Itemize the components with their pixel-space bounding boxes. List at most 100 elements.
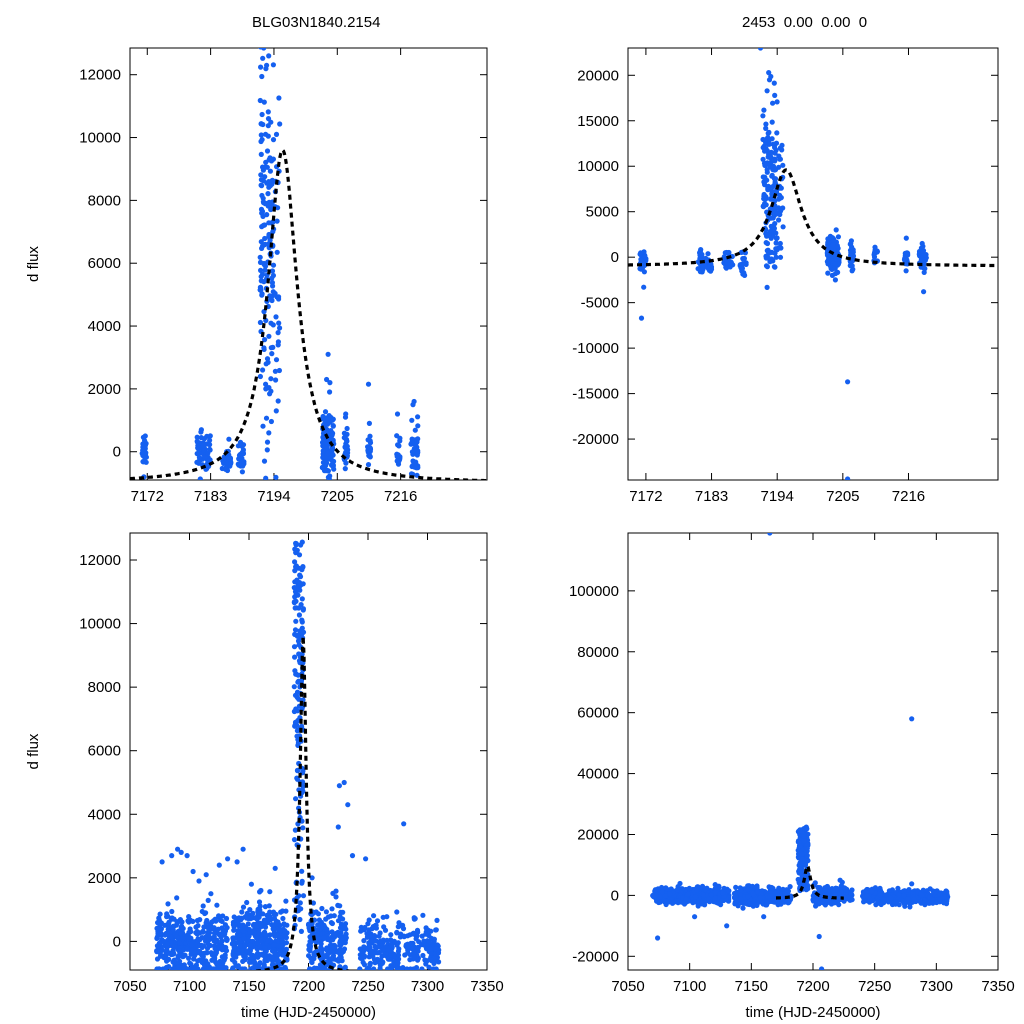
data-point (266, 220, 272, 226)
data-point (224, 925, 230, 931)
data-point (683, 896, 689, 902)
data-point (922, 257, 929, 263)
data-point (207, 442, 213, 448)
data-point (331, 466, 337, 472)
data-point (764, 231, 770, 237)
data-point (261, 261, 267, 268)
y-tick-label: 0 (611, 887, 619, 904)
data-point (200, 954, 206, 960)
data-point (273, 314, 279, 320)
data-point (165, 901, 171, 907)
data-point (235, 928, 241, 934)
data-point (641, 284, 647, 290)
data-point (830, 242, 836, 248)
data-point (861, 898, 867, 904)
plot-bottom-right: 7050 7100 7150 7200 7250 7300 7350 -20000 0 20000… (569, 532, 1015, 1021)
data-point (764, 240, 771, 247)
data-point (757, 894, 764, 901)
data-point (638, 257, 645, 263)
data-point (265, 109, 271, 115)
data-point (825, 270, 831, 276)
data-point (805, 858, 811, 864)
data-point (260, 423, 266, 429)
data-point (232, 954, 238, 960)
data-point (207, 942, 213, 949)
data-point (397, 438, 403, 444)
data-point (281, 922, 287, 928)
data-point (259, 73, 265, 80)
data-point (212, 937, 218, 944)
data-point (432, 954, 438, 961)
data-point (297, 916, 303, 923)
chart-title-right: 2453 0.00 0.00 0 (742, 14, 868, 31)
data-point (223, 915, 230, 922)
y-tick-label: -20000 (572, 948, 619, 965)
data-point (919, 892, 925, 899)
data-point (361, 938, 367, 944)
data-point (766, 77, 773, 83)
data-point (768, 215, 774, 221)
data-point (319, 905, 325, 912)
data-point (266, 333, 272, 339)
data-point (258, 151, 264, 157)
data-point (342, 924, 348, 931)
data-point (745, 886, 751, 893)
data-point (653, 893, 660, 899)
y-tick-label: 0 (113, 933, 121, 950)
data-point (294, 728, 300, 734)
data-point (848, 890, 854, 896)
data-point (404, 966, 410, 970)
data-point (671, 899, 677, 905)
data-point (363, 856, 369, 862)
data-point (320, 434, 326, 441)
data-point (219, 946, 225, 952)
data-point (712, 895, 718, 901)
data-point (263, 159, 269, 165)
data-point (187, 960, 193, 966)
data-point (765, 135, 771, 141)
data-point (262, 945, 268, 951)
data-point (691, 899, 698, 905)
y-tick-label: 6000 (88, 743, 121, 760)
data-point (328, 417, 334, 424)
y-tick-label: 12000 (79, 67, 121, 84)
data-point (223, 948, 230, 954)
plot-bottom-left: 7050 7100 7150 7200 7250 7300 7350 0 2000 4000 600… (25, 532, 504, 1021)
data-point (328, 956, 334, 962)
data-point (850, 257, 856, 264)
data-point (328, 462, 335, 468)
x-tick-label: 7183 (695, 488, 728, 505)
data-point (294, 689, 301, 695)
data-point (263, 317, 269, 324)
data-point (760, 136, 766, 143)
data-point (768, 159, 774, 165)
data-point (765, 247, 771, 253)
data-point (258, 172, 264, 178)
data-point (270, 229, 276, 235)
data-point (662, 893, 669, 899)
data-point (258, 132, 264, 138)
data-point (262, 904, 268, 910)
data-point (763, 125, 769, 131)
data-point (292, 568, 298, 574)
plot-top-left: 7172 7183 7194 7205 7216 0 2000 4000 6000 8000 100… (25, 47, 488, 505)
data-point (802, 862, 808, 868)
data-point (800, 881, 806, 887)
data-point (799, 851, 805, 858)
y-tick-label: 8000 (88, 192, 121, 209)
data-point (197, 917, 203, 923)
data-point (832, 265, 838, 271)
data-point (657, 899, 663, 905)
data-point (216, 962, 222, 968)
y-tick-label: 4000 (88, 806, 121, 823)
y-tick-label: -5000 (581, 295, 619, 312)
data-point (259, 192, 265, 199)
data-point (407, 932, 413, 938)
data-point (240, 904, 247, 910)
data-point (275, 342, 281, 348)
data-point (257, 97, 263, 104)
data-points (154, 539, 442, 970)
data-point (328, 436, 334, 442)
data-point (329, 920, 335, 927)
data-point (412, 460, 418, 466)
